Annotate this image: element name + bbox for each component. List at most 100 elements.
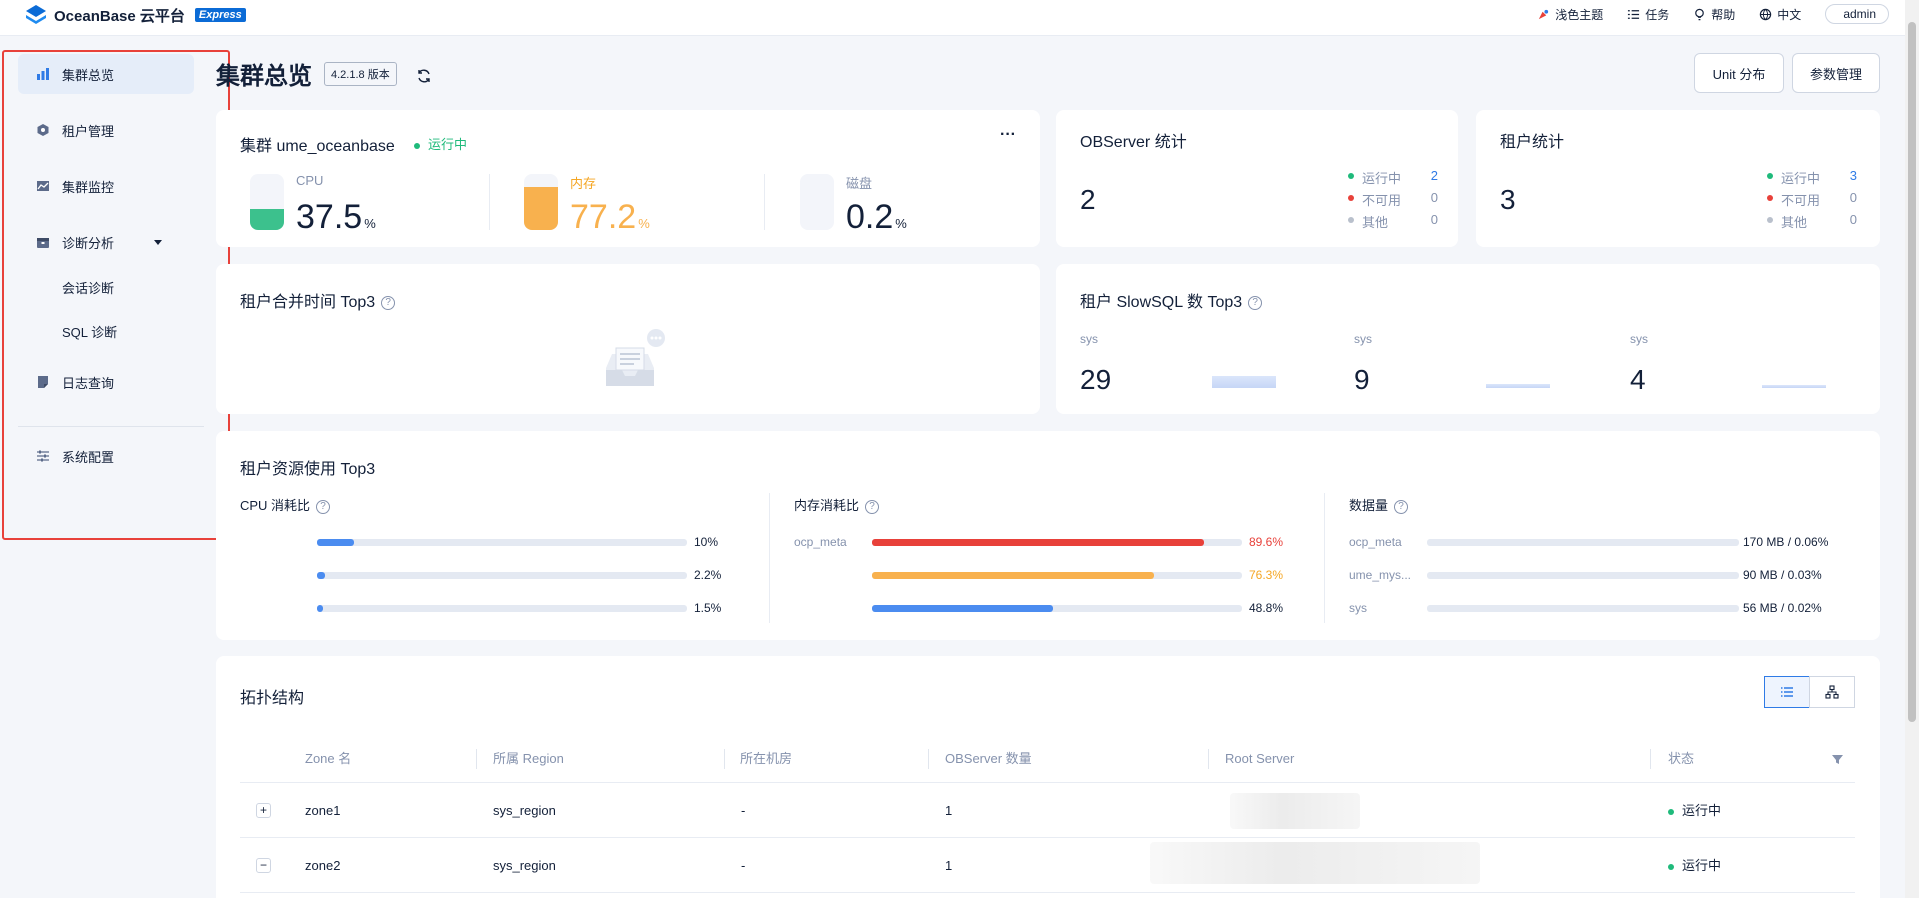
col-status: 状态 — [1668, 751, 1695, 766]
help-icon[interactable]: ? — [1248, 295, 1263, 310]
slowsql-tenant: sys — [1080, 332, 1098, 346]
slowsql-bar — [1486, 384, 1550, 388]
scrollbar-thumb[interactable] — [1908, 22, 1916, 722]
status-dot — [1348, 217, 1354, 223]
sidebar-item-session-diagnosis[interactable]: 会话诊断 — [62, 281, 115, 296]
cpu-label: CPU — [296, 173, 324, 188]
tenant-running-row: 运行中 3 — [1767, 168, 1857, 187]
stat-label: 运行中 — [1362, 171, 1402, 186]
zone-status: 运行中 — [1668, 783, 1721, 838]
divider — [764, 174, 765, 230]
help-icon[interactable]: ? — [381, 295, 396, 310]
topology-view-button[interactable] — [1809, 676, 1855, 708]
col-region: 所属 Region — [493, 751, 564, 766]
language-switch[interactable]: 中文 — [1759, 6, 1801, 23]
data-bar — [1427, 539, 1739, 546]
help-label: 帮助 — [1711, 7, 1736, 22]
sidebar-item-diagnosis[interactable]: 诊断分析 — [18, 222, 194, 262]
observer-other-row: 其他 0 — [1348, 212, 1438, 231]
resource-usage-card: 租户资源使用 Top3 CPU 消耗比? 10% 2.2% 1.5% 内存消耗比… — [216, 431, 1880, 640]
help-icon[interactable]: ? — [865, 499, 880, 514]
memory-bar — [872, 539, 1242, 546]
memory-gauge — [524, 174, 558, 230]
more-button[interactable]: ··· — [1000, 126, 1016, 143]
cpu-bar-value: 1.5% — [694, 601, 722, 615]
stat-value[interactable]: 2 — [1430, 168, 1438, 183]
disk-unit: % — [895, 216, 907, 231]
sidebar-item-label: 集群总览 — [62, 67, 115, 83]
list-view-button[interactable] — [1764, 676, 1810, 708]
unit-distribution-button[interactable]: Unit 分布 — [1694, 53, 1784, 93]
divider — [1324, 493, 1325, 623]
observer-running-row: 运行中 2 — [1348, 168, 1438, 187]
help-icon[interactable]: ? — [1394, 499, 1409, 514]
column-separator — [1208, 749, 1209, 769]
data-bar — [1427, 605, 1739, 612]
brand-logo[interactable]: OceanBase 云平台 Express — [24, 3, 246, 27]
sidebar: 集群总览 租户管理 集群监控 诊断分析 会话诊断 SQL 诊断 日志查询 系统配… — [2, 50, 230, 540]
stat-label: 不可用 — [1781, 193, 1821, 208]
cpu-bar — [317, 605, 687, 612]
cluster-status: 运行中 — [414, 134, 467, 153]
redacted-root-server — [1230, 793, 1360, 829]
data-bar-value: 90 MB / 0.03% — [1743, 568, 1822, 582]
data-tenant-name: ume_mys... — [1349, 568, 1412, 582]
stat-value: 0 — [1849, 190, 1857, 205]
stat-value: 0 — [1849, 212, 1857, 227]
stat-label: 运行中 — [1781, 171, 1821, 186]
divider — [769, 493, 770, 623]
column-separator — [928, 749, 929, 769]
list-view-icon — [1781, 687, 1793, 697]
idc-name: - — [741, 803, 746, 818]
sidebar-item-logs[interactable]: 日志查询 — [18, 362, 194, 402]
tasks-link[interactable]: 任务 — [1627, 6, 1669, 23]
data-bar-value: 56 MB / 0.02% — [1743, 601, 1822, 615]
collapse-row-button[interactable]: − — [256, 858, 271, 873]
topology-table-header: Zone 名 所属 Region 所在机房 OBServer 数量 Root S… — [240, 735, 1855, 783]
sidebar-item-sql-diagnosis[interactable]: SQL 诊断 — [62, 325, 118, 340]
sidebar-item-label: 诊断分析 — [62, 235, 115, 251]
sidebar-item-label: 租户管理 — [62, 123, 115, 139]
expand-row-button[interactable]: + — [256, 803, 271, 818]
caret-down-icon — [154, 239, 163, 245]
help-link[interactable]: 帮助 — [1693, 6, 1735, 23]
sidebar-item-overview[interactable]: 集群总览 — [18, 54, 194, 94]
redacted-root-server — [1150, 842, 1480, 884]
region-name: sys_region — [493, 858, 556, 873]
memory-ratio-title-text: 内存消耗比 — [794, 498, 860, 513]
user-menu[interactable]: admin — [1825, 4, 1889, 24]
refresh-icon[interactable] — [416, 68, 432, 84]
resource-usage-title: 租户资源使用 Top3 — [240, 461, 376, 478]
sidebar-item-monitor[interactable]: 集群监控 — [18, 166, 194, 206]
version-tag: 4.2.1.8 版本 — [324, 62, 397, 86]
filter-icon[interactable] — [1832, 754, 1843, 765]
stat-label: 不可用 — [1362, 193, 1402, 208]
document-icon — [38, 376, 48, 388]
idc-name: - — [741, 858, 746, 873]
sidebar-item-tenants[interactable]: 租户管理 — [18, 110, 194, 150]
zone-status: 运行中 — [1668, 838, 1721, 893]
tenant-stats-card: 租户统计 3 运行中 3 不可用 0 其他 0 — [1476, 110, 1880, 247]
theme-label: 浅色主题 — [1555, 7, 1604, 22]
cpu-ratio-title-text: CPU 消耗比 — [240, 498, 311, 513]
param-management-button[interactable]: 参数管理 — [1792, 53, 1880, 93]
stat-value[interactable]: 3 — [1849, 168, 1857, 183]
status-dot — [1767, 195, 1773, 201]
sidebar-item-settings[interactable]: 系统配置 — [18, 436, 194, 476]
memory-gauge-fill — [524, 186, 558, 230]
help-icon[interactable]: ? — [316, 499, 331, 514]
cpu-bar — [317, 539, 687, 546]
data-size-title: 数据量? — [1349, 495, 1409, 514]
memory-bar — [872, 605, 1242, 612]
col-observer-count: OBServer 数量 — [945, 751, 1032, 766]
slowsql-title-text: 租户 SlowSQL 数 Top3 — [1080, 294, 1243, 311]
cpu-ratio-title: CPU 消耗比? — [240, 495, 331, 514]
memory-bar-fill — [872, 539, 1204, 546]
theme-switch[interactable]: 浅色主题 — [1537, 6, 1603, 23]
page-scrollbar[interactable] — [1905, 0, 1919, 898]
slowsql-count: 29 — [1080, 364, 1112, 395]
slowsql-count: 9 — [1354, 364, 1370, 395]
disk-gauge — [800, 174, 834, 230]
memory-unit: % — [638, 216, 650, 231]
sidebar-item-label: 系统配置 — [62, 449, 115, 465]
